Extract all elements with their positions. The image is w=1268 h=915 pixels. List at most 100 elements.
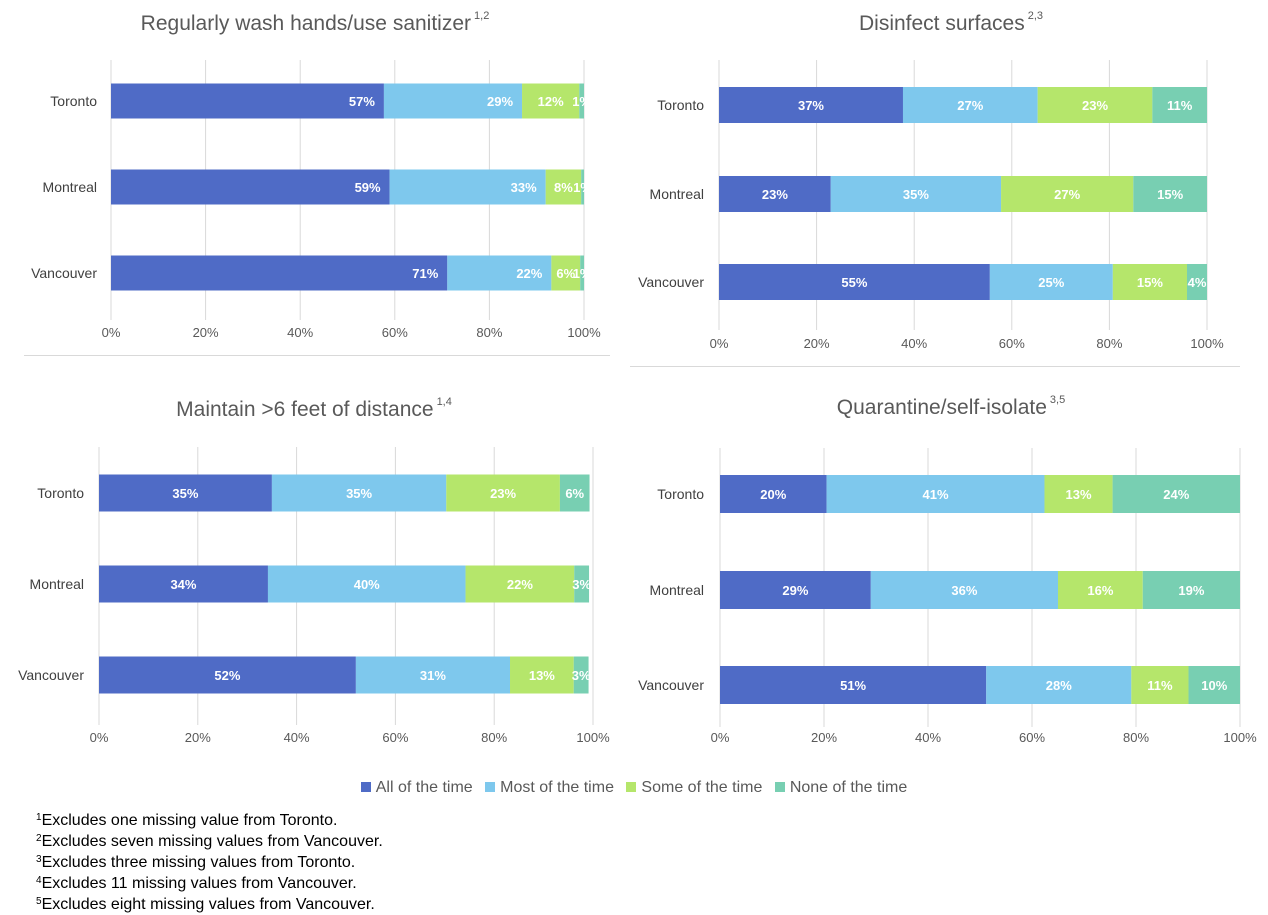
chart-title-sup: 1,2 xyxy=(474,10,490,22)
y-category-label: Vancouver xyxy=(31,265,97,281)
bar-segment xyxy=(1112,264,1187,300)
bar-segment xyxy=(111,255,448,291)
bar-segment xyxy=(1058,571,1143,609)
y-category-label: Montreal xyxy=(30,576,84,592)
data-label: 40% xyxy=(354,577,380,592)
x-tick-label: 40% xyxy=(901,336,927,351)
bar-segment xyxy=(574,565,590,603)
data-label: 35% xyxy=(346,486,372,501)
bar-segment xyxy=(1131,666,1189,704)
bar-segment xyxy=(267,565,466,603)
legend-item-some: Some of the time xyxy=(626,779,762,797)
bar-segment xyxy=(522,83,580,119)
bar-segment xyxy=(986,666,1132,704)
legend-swatch xyxy=(626,782,637,792)
bar-segment xyxy=(1112,475,1240,513)
x-tick-label: 80% xyxy=(1096,336,1122,351)
data-label: 19% xyxy=(1178,583,1204,598)
x-tick-label: 20% xyxy=(193,325,219,340)
data-label: 3% xyxy=(572,668,591,683)
data-label: 34% xyxy=(170,577,196,592)
data-label: 37% xyxy=(798,98,824,113)
bar-segment xyxy=(1133,176,1207,212)
x-tick-label: 60% xyxy=(382,325,408,340)
footnote: 3Excludes three missing values from Toro… xyxy=(36,852,383,873)
bar-segment xyxy=(1037,87,1153,123)
bar-segment xyxy=(111,83,384,119)
bar-segment xyxy=(720,666,987,704)
chart-title-text: Maintain >6 feet of distance xyxy=(176,398,434,421)
bar-segment xyxy=(720,571,871,609)
data-label: 23% xyxy=(762,187,788,202)
legend-label: Most of the time xyxy=(500,779,614,796)
data-label: 29% xyxy=(782,583,808,598)
x-tick-label: 100% xyxy=(567,325,601,340)
bar-segment xyxy=(111,169,390,205)
chart-title: Quarantine/self-isolate 3,5 xyxy=(634,394,1268,420)
chart-title-text: Disinfect surfaces xyxy=(858,12,1025,35)
bar-segment xyxy=(271,474,447,512)
x-tick-label: 0% xyxy=(710,336,729,351)
y-category-label: Toronto xyxy=(657,97,704,113)
bar-segment xyxy=(580,255,584,291)
chart-title-sup: 2,3 xyxy=(1027,10,1044,22)
bar-segment xyxy=(719,87,903,123)
footnote-marker: 3 xyxy=(36,854,42,865)
bar-segment xyxy=(545,169,582,205)
bar-segment xyxy=(355,656,511,694)
x-tick-label: 40% xyxy=(287,325,313,340)
data-label: 27% xyxy=(957,98,983,113)
data-label: 1% xyxy=(573,266,592,281)
data-label: 12% xyxy=(538,94,564,109)
x-tick-label: 0% xyxy=(102,325,121,340)
x-tick-label: 60% xyxy=(382,730,408,745)
footnotes: 1Excludes one missing value from Toronto… xyxy=(36,810,383,915)
bar-segment xyxy=(1188,666,1240,704)
data-label: 13% xyxy=(529,668,555,683)
bar-segment xyxy=(579,83,584,119)
y-category-label: Montreal xyxy=(43,179,97,195)
legend-swatch xyxy=(485,782,496,792)
footnote: 5Excludes eight missing values from Vanc… xyxy=(36,894,383,915)
data-label: 1% xyxy=(572,94,591,109)
x-tick-label: 80% xyxy=(481,730,507,745)
footnote-text: Excludes three missing values from Toron… xyxy=(41,854,356,871)
x-tick-label: 0% xyxy=(90,730,109,745)
y-category-label: Montreal xyxy=(650,186,704,202)
data-label: 29% xyxy=(487,94,513,109)
bar-segment xyxy=(446,474,560,512)
chart-title: Disinfect surfaces 2,3 xyxy=(634,10,1268,36)
bar-segment xyxy=(720,475,827,513)
chart-title-text: Regularly wash hands/use sanitizer xyxy=(140,12,472,35)
data-label: 28% xyxy=(1046,678,1072,693)
data-label: 22% xyxy=(516,266,542,281)
chart-title-text: Quarantine/self-isolate xyxy=(836,396,1047,419)
bar-segment xyxy=(573,656,589,694)
x-tick-label: 20% xyxy=(811,730,837,745)
chart-plot: 0% 20% 40% 60% 80% 100% Toronto Montreal Vancouv… xyxy=(31,60,601,340)
data-label: 27% xyxy=(1054,187,1080,202)
data-label: 25% xyxy=(1038,275,1064,290)
data-label: 23% xyxy=(1082,98,1108,113)
chart-plot: 0% 20% 40% 60% 80% 100% Toronto Montreal Vancouv… xyxy=(18,447,610,745)
bar-segment xyxy=(551,255,581,291)
bar-segment xyxy=(389,169,546,205)
bar-segment xyxy=(581,169,584,205)
footnote-text: Excludes seven missing values from Vanco… xyxy=(41,833,383,850)
bar-segment xyxy=(1044,475,1113,513)
data-label: 22% xyxy=(507,577,533,592)
footnote-marker: 4 xyxy=(36,875,42,886)
data-label: 71% xyxy=(412,266,438,281)
data-label: 10% xyxy=(1201,678,1227,693)
bar-segment xyxy=(383,83,523,119)
x-tick-label: 60% xyxy=(1019,730,1045,745)
x-tick-label: 40% xyxy=(915,730,941,745)
separator-line xyxy=(630,366,1240,367)
bar-segment xyxy=(465,565,575,603)
y-category-label: Vancouver xyxy=(638,677,704,693)
data-label: 15% xyxy=(1157,187,1183,202)
bar-segment xyxy=(719,176,831,212)
data-label: 31% xyxy=(420,668,446,683)
footnote-text: Excludes one missing value from Toronto. xyxy=(41,812,338,829)
bar-segment xyxy=(559,474,590,512)
